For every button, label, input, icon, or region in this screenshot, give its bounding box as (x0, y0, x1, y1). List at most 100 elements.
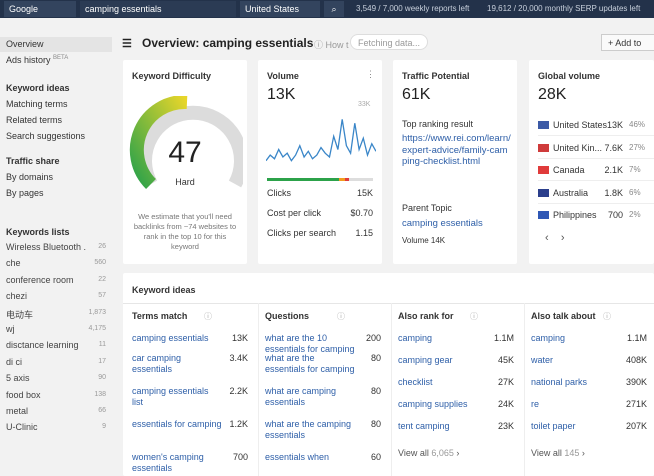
keyword[interactable]: what are the 10 essentials for camping (265, 333, 355, 354)
list-count: 17 (98, 357, 106, 365)
country-volume: 700 (607, 210, 623, 220)
nav-item[interactable]: By pages (6, 188, 44, 198)
page-title: Overview: camping essentials (142, 36, 314, 50)
status: Fetching data... (350, 34, 428, 50)
monthly-quota: 19,612 / 20,000 monthly SERP updates lef… (487, 4, 641, 13)
nav-item[interactable]: By domains (6, 172, 54, 182)
menu[interactable]: ⋮ (366, 69, 375, 79)
list-name[interactable]: Wireless Bluetooth ... (6, 242, 86, 252)
flag (538, 166, 549, 174)
view-all[interactable]: View all 145 › (531, 448, 585, 458)
column-title: Also talk about (531, 311, 596, 321)
list-name[interactable]: conference room (6, 274, 74, 285)
list-name[interactable]: 电动车 (6, 309, 34, 320)
row-line (538, 202, 654, 204)
keyword-volume: 271K (625, 399, 647, 409)
keyword[interactable]: essentials when (265, 452, 330, 462)
keyword-volume: 23K (497, 421, 514, 431)
flag (538, 211, 549, 219)
list-name[interactable]: disctance learning (6, 340, 79, 351)
global-title: Global volume (538, 71, 601, 81)
engine-select[interactable]: Google (4, 1, 76, 17)
keyword[interactable]: toilet paper (531, 421, 576, 431)
list-name[interactable]: 5 axis (6, 373, 30, 384)
stat-label: Cost per click (267, 208, 322, 218)
section-title: Keywords lists (6, 227, 70, 237)
column-title: Also rank for (398, 311, 454, 321)
keyword[interactable]: checklist (398, 377, 433, 387)
list-name[interactable]: wj (6, 324, 15, 334)
traffic-card: Traffic Potential 61K Top ranking result… (393, 60, 517, 264)
country-select[interactable]: United States (240, 1, 320, 17)
list-name[interactable]: metal (6, 406, 29, 416)
keyword[interactable]: essentials for camping (132, 419, 222, 429)
keyword[interactable]: camping gear (398, 355, 453, 365)
list-name[interactable]: U-Clinic (6, 422, 38, 433)
keyword-volume: 207K (625, 421, 647, 431)
trend-chart (266, 119, 376, 162)
keyword[interactable]: tent camping (398, 421, 450, 431)
global-value: 28K (538, 86, 567, 103)
view-all-count: 145 (564, 448, 580, 458)
query-input[interactable]: camping essentials (80, 1, 236, 17)
keyword-volume: 27K (497, 377, 514, 387)
list-name[interactable]: food box (6, 389, 41, 400)
keyword[interactable]: re (531, 399, 540, 409)
nav-label: Ads history (6, 55, 51, 65)
sidebar: Overview Ads history BETA Keyword ideas M… (0, 33, 112, 476)
list-name[interactable]: chezi (6, 291, 28, 302)
keyword[interactable]: what are the essentials for camping (265, 353, 355, 374)
keyword[interactable]: camping (531, 333, 566, 343)
list-count: 1,873 (88, 308, 106, 316)
keyword[interactable]: camping essentials (132, 333, 209, 343)
list-count: 138 (94, 390, 106, 398)
column-title: Questions (265, 311, 310, 321)
nav-item[interactable]: Matching terms (6, 99, 68, 109)
help[interactable]: ⓘ How t (314, 40, 349, 50)
nav-ads[interactable]: Ads history BETA (6, 55, 68, 65)
nav-item[interactable]: Related terms (6, 115, 63, 125)
parent-topic[interactable]: camping essentials (402, 218, 483, 229)
flag (538, 121, 549, 129)
keyword[interactable]: car camping essentials (132, 353, 182, 374)
kd-score: 47 (168, 136, 202, 169)
help-icon: ⓘ (204, 312, 212, 321)
col-divider (524, 303, 525, 476)
keyword[interactable]: camping supplies (398, 399, 468, 409)
menu-icon[interactable]: ☰ (122, 38, 132, 50)
keyword[interactable]: what are camping essentials (265, 386, 337, 407)
traffic-value: 61K (402, 86, 431, 103)
keyword[interactable]: national parks (531, 377, 588, 387)
view-all[interactable]: View all 6,065 › (398, 448, 460, 458)
keyword-volume: 45K (497, 355, 514, 365)
keyword[interactable]: what are the camping essentials (265, 419, 352, 440)
stat-value: $0.70 (350, 208, 373, 218)
ideas-title: Keyword ideas (132, 285, 196, 295)
keyword[interactable]: water (531, 355, 554, 365)
list-name[interactable]: che (6, 258, 21, 269)
list-count: 57 (98, 292, 106, 300)
keyword[interactable]: camping (398, 333, 433, 343)
top-url[interactable]: https://www.rei.com/learn/expert-advice/… (402, 133, 511, 167)
list-count: 560 (94, 259, 106, 267)
search-button[interactable]: ⌕ (324, 1, 344, 17)
add-button[interactable]: + Add to (601, 34, 654, 51)
nav-item[interactable]: Search suggestions (6, 131, 86, 141)
view-all-label: View all (398, 448, 429, 458)
help-icon: ⓘ (470, 312, 478, 321)
nav-overview[interactable]: Overview (6, 39, 44, 49)
keyword[interactable]: camping essentials list (132, 386, 209, 407)
country: United Kin... (553, 142, 603, 153)
list-count: 26 (98, 243, 106, 250)
kd-level: Hard (175, 177, 195, 187)
view-all-label: View all (531, 448, 562, 458)
pager[interactable]: ‹ › (545, 232, 565, 244)
keyword-volume: 408K (625, 355, 647, 365)
list-name[interactable]: di ci (6, 356, 23, 367)
row-line (538, 135, 654, 136)
clicks-bar (267, 178, 373, 181)
country-volume: 2.1K (604, 165, 623, 175)
keyword[interactable]: women's camping essentials (132, 452, 204, 473)
list-count: 11 (98, 341, 106, 349)
